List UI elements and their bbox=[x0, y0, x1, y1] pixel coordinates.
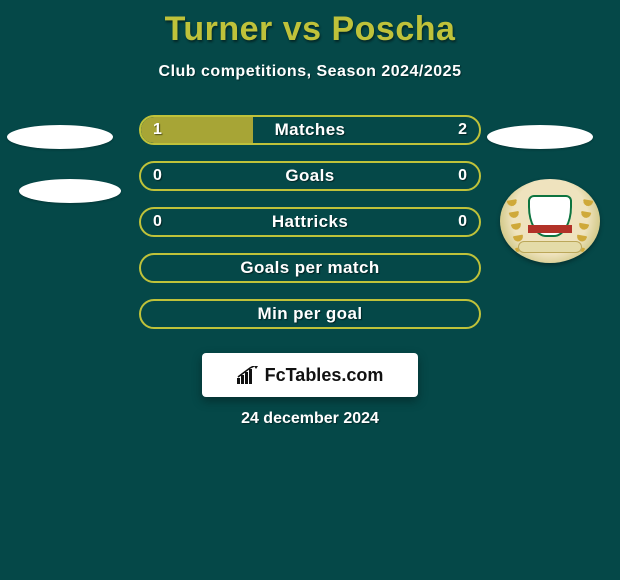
stat-row: 12Matches bbox=[139, 115, 481, 145]
stat-label: Hattricks bbox=[141, 209, 479, 235]
stat-row: 00Hattricks bbox=[139, 207, 481, 237]
stat-row: 00Goals bbox=[139, 161, 481, 191]
subtitle: Club competitions, Season 2024/2025 bbox=[0, 63, 620, 81]
stat-label: Matches bbox=[141, 117, 479, 143]
stat-row: Goals per match bbox=[139, 253, 481, 283]
brand-label: FcTables.com bbox=[265, 365, 384, 386]
player-right-avatar-1 bbox=[487, 125, 593, 149]
bars-icon bbox=[237, 366, 259, 384]
stat-label: Goals per match bbox=[141, 255, 479, 281]
player-left-avatar-2 bbox=[19, 179, 121, 203]
stat-label: Goals bbox=[141, 163, 479, 189]
stat-row: Min per goal bbox=[139, 299, 481, 329]
date-line: 24 december 2024 bbox=[0, 410, 620, 428]
team-crest-right bbox=[500, 179, 600, 263]
player-left-avatar-1 bbox=[7, 125, 113, 149]
brand-plaque[interactable]: FcTables.com bbox=[202, 353, 418, 397]
page-title: Turner vs Poscha bbox=[0, 0, 620, 49]
stat-label: Min per goal bbox=[141, 301, 479, 327]
